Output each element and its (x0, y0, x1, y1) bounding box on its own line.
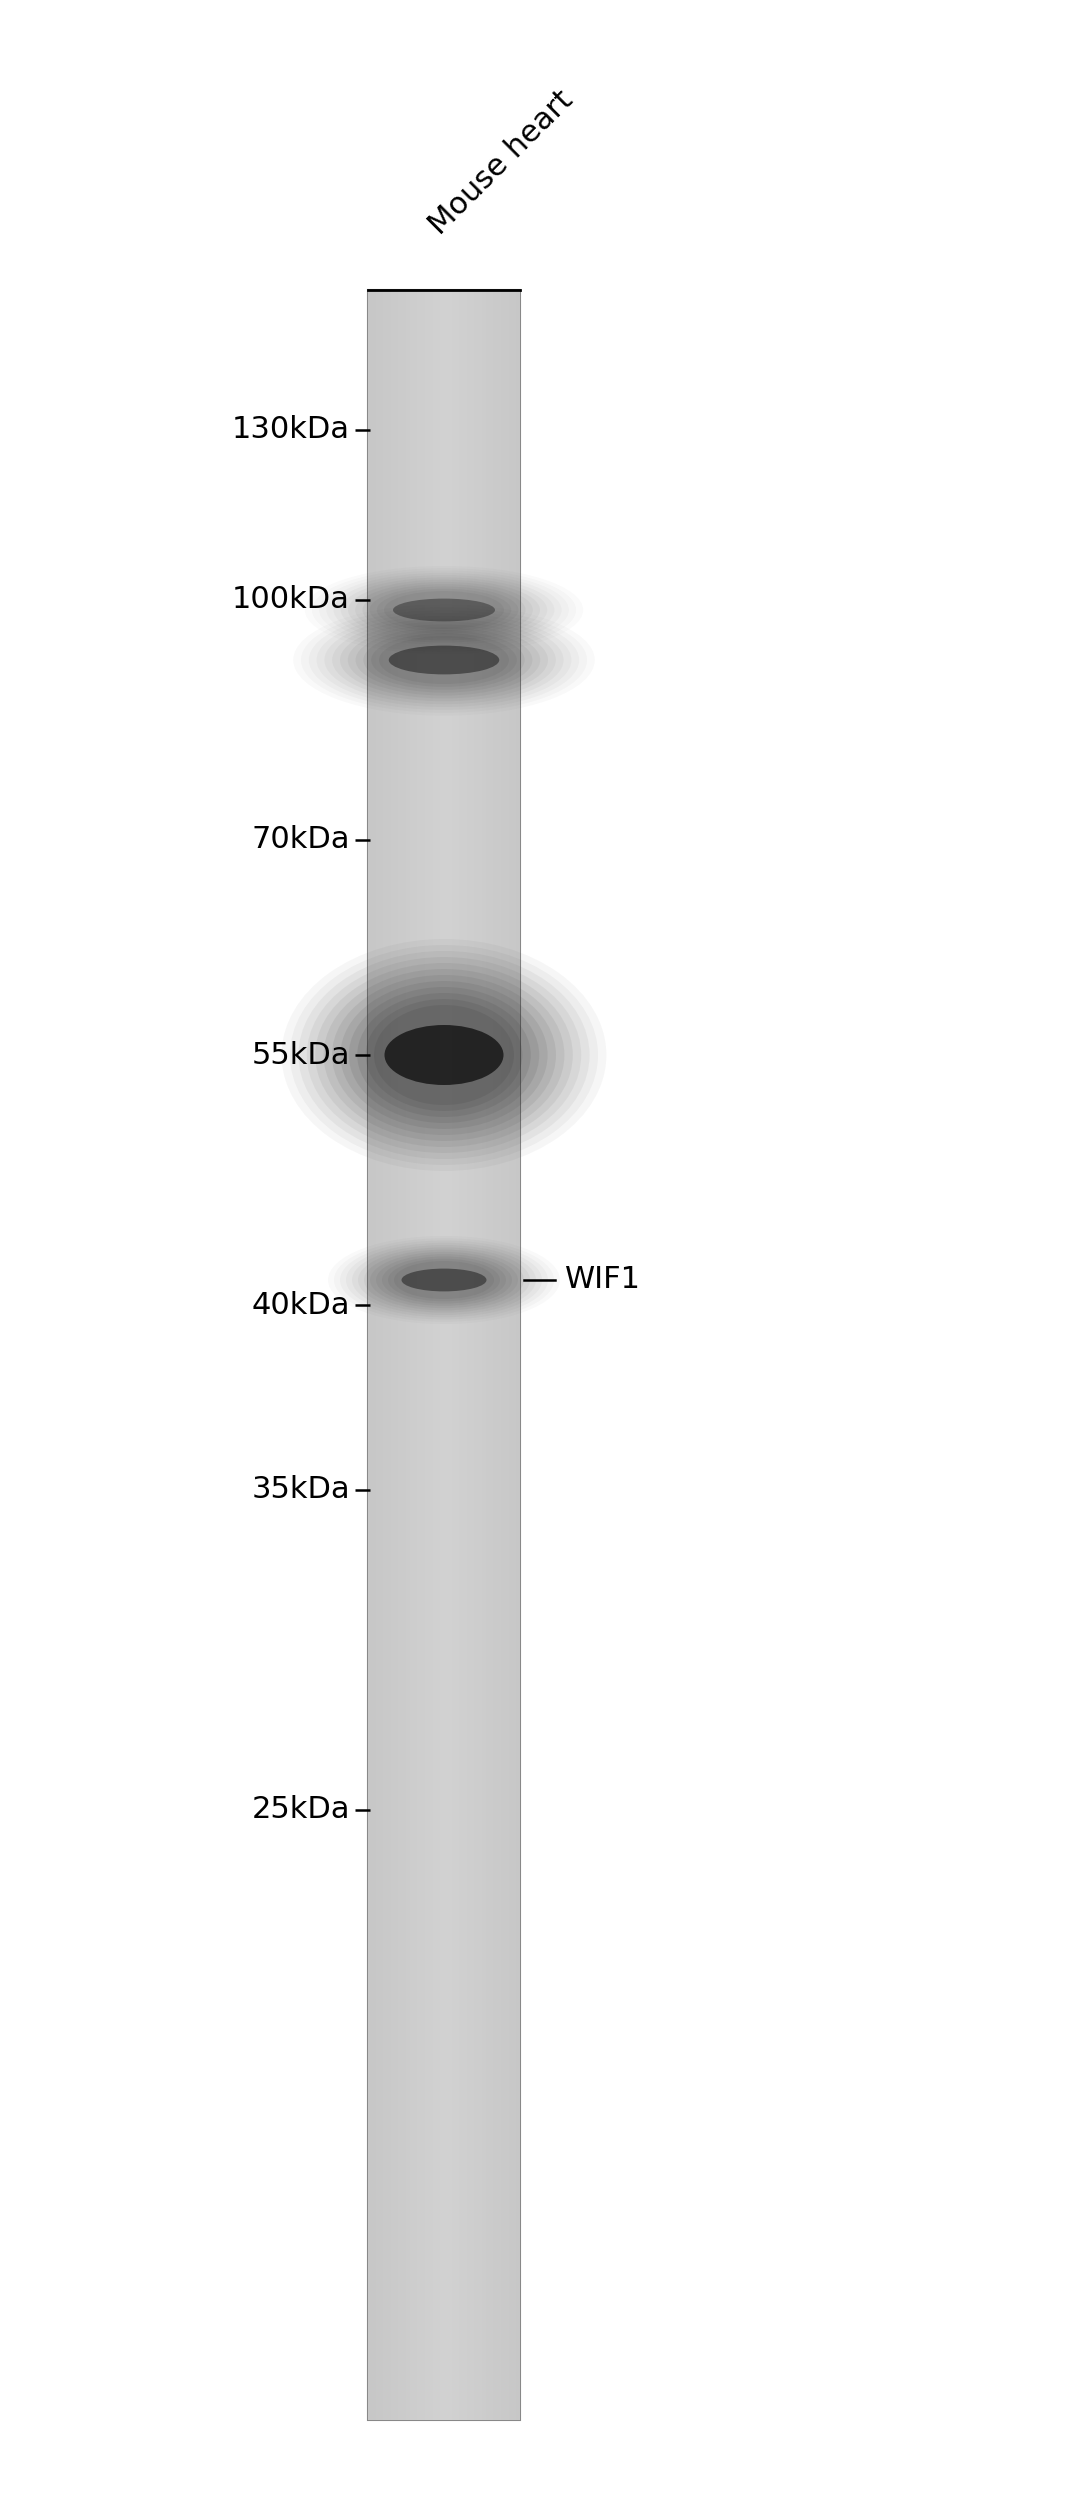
Text: 55kDa: 55kDa (252, 1041, 350, 1069)
Bar (504, 290, 509, 2420)
Bar (478, 290, 482, 2420)
Bar (459, 290, 463, 2420)
Bar (372, 290, 376, 2420)
Ellipse shape (372, 633, 517, 686)
Bar (486, 290, 489, 2420)
Ellipse shape (393, 598, 495, 621)
Bar (494, 290, 497, 2420)
Text: 35kDa: 35kDa (252, 1474, 350, 1504)
Bar (474, 290, 478, 2420)
Bar (368, 290, 519, 2420)
Bar (448, 290, 451, 2420)
Bar (497, 290, 501, 2420)
Bar (512, 290, 516, 2420)
Bar (444, 290, 448, 2420)
Bar (399, 290, 402, 2420)
Ellipse shape (379, 636, 509, 683)
Bar (368, 290, 372, 2420)
Bar (394, 290, 399, 2420)
Bar (436, 290, 441, 2420)
Ellipse shape (349, 986, 539, 1124)
Ellipse shape (357, 994, 530, 1116)
Bar (376, 290, 379, 2420)
Bar (456, 290, 459, 2420)
Text: 130kDa: 130kDa (232, 415, 350, 446)
Ellipse shape (315, 964, 572, 1146)
Text: 40kDa: 40kDa (252, 1292, 350, 1319)
Bar (482, 290, 486, 2420)
Ellipse shape (389, 646, 499, 673)
Ellipse shape (384, 591, 504, 628)
Bar (451, 290, 456, 2420)
Text: 100kDa: 100kDa (232, 586, 350, 616)
Ellipse shape (394, 1262, 494, 1299)
Bar (429, 290, 433, 2420)
Ellipse shape (376, 1254, 512, 1307)
Text: Mouse heart: Mouse heart (423, 85, 579, 240)
Bar (406, 290, 409, 2420)
Bar (409, 290, 414, 2420)
Bar (501, 290, 504, 2420)
Ellipse shape (388, 1259, 500, 1302)
Bar (426, 290, 429, 2420)
Bar (421, 290, 426, 2420)
Bar (379, 290, 383, 2420)
Bar (383, 290, 387, 2420)
Ellipse shape (324, 969, 565, 1141)
Ellipse shape (307, 956, 581, 1154)
Ellipse shape (340, 981, 548, 1129)
Text: 70kDa: 70kDa (252, 826, 350, 854)
Ellipse shape (402, 1269, 486, 1292)
Bar (516, 290, 519, 2420)
Bar (414, 290, 417, 2420)
Bar (489, 290, 494, 2420)
Ellipse shape (384, 1026, 503, 1084)
Bar (471, 290, 474, 2420)
Bar (402, 290, 406, 2420)
Ellipse shape (382, 1257, 507, 1304)
Bar (441, 290, 444, 2420)
Bar (417, 290, 421, 2420)
Text: 25kDa: 25kDa (252, 1795, 350, 1825)
Ellipse shape (374, 1006, 514, 1104)
Ellipse shape (366, 999, 523, 1111)
Bar (463, 290, 467, 2420)
Bar (509, 290, 512, 2420)
Text: WIF1: WIF1 (565, 1267, 642, 1294)
Bar (467, 290, 471, 2420)
Ellipse shape (363, 631, 525, 691)
Ellipse shape (332, 976, 556, 1134)
Bar (391, 290, 394, 2420)
Ellipse shape (355, 628, 532, 693)
Bar (433, 290, 436, 2420)
Bar (387, 290, 391, 2420)
